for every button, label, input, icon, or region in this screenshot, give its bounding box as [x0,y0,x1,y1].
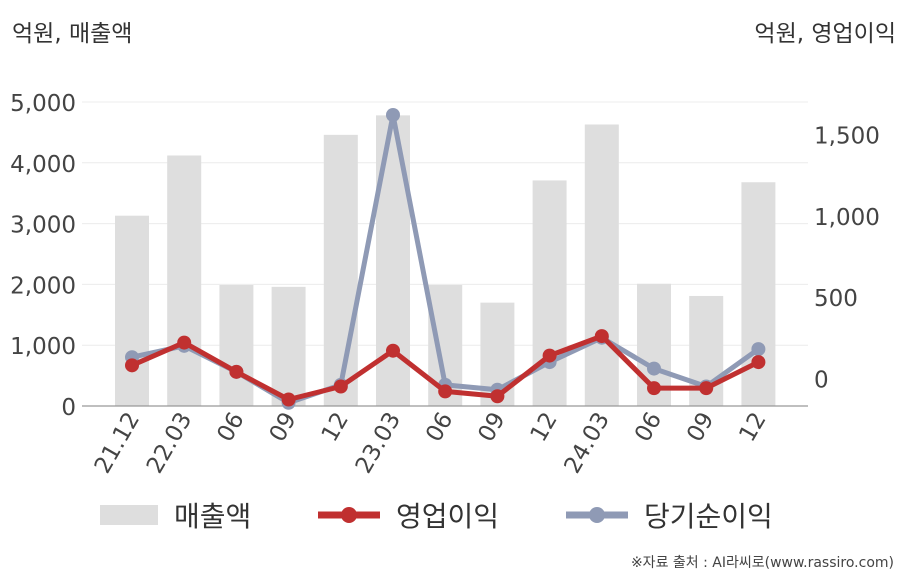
bar [584,124,619,406]
series-point [751,342,766,357]
left-axis-tick-label: 5,000 [10,91,76,117]
bar [741,182,776,406]
combo-chart: 0 1,000 2,000 3,000 4,000 5,000 0 500 1,000 1,500… [10,91,880,478]
x-tick-label: 12 [317,408,354,446]
x-tick-label: 22.03 [142,408,197,478]
legend-label-net-income: 당기순이익 [644,500,773,533]
x-tick-label: 09 [265,408,302,446]
legend-swatch-operating-profit [318,507,380,523]
series-point [751,355,766,370]
series-point [333,379,348,394]
x-tick-label: 09 [473,408,510,446]
right-axis-tick-label: 500 [814,286,858,312]
bar [115,215,149,406]
bar [271,286,306,406]
legend-item-operating-profit: 영업이익 [316,490,499,540]
series-point [490,389,505,404]
source-note: ※자료 출처 : AI라씨로(www.rassiro.com) [630,555,894,571]
x-tick-label: 06 [630,408,667,446]
legend-label-revenue: 매출액 [174,500,252,533]
legend-item-net-income: 당기순이익 [564,490,773,540]
x-tick-label: 23.03 [351,408,406,478]
series-point [699,381,714,396]
bar [323,134,358,406]
series-point [647,361,661,376]
right-axis-unit-label: 억원, 영업이익 [754,21,896,47]
legend-swatch-revenue [100,505,158,525]
left-axis-unit-label: 억원, 매출액 [12,21,133,47]
x-tick-label: 24.03 [560,408,615,478]
series-point [438,384,453,399]
series-point [281,392,296,407]
x-tick-label: 06 [212,408,249,446]
legend-swatch-net-income [566,507,628,523]
x-tick-label: 06 [421,408,458,446]
x-tick-label: 12 [526,408,563,446]
left-axis-tick-label: 0 [61,395,76,421]
bar [532,180,567,406]
right-axis-tick-label: 1,500 [814,124,880,150]
series-point [386,108,400,123]
series-point [229,364,244,379]
x-tick-label: 09 [682,408,719,446]
right-axis-tick-label: 0 [814,367,829,393]
series-point [125,358,139,373]
right-axis-tick-label: 1,000 [814,205,880,231]
x-tick-label: 12 [734,408,771,446]
chart-legend: 매출액 영업이익 당기순이익 [0,490,908,540]
series-point [177,335,192,350]
legend-item-revenue: 매출액 [100,490,251,540]
left-axis-tick-label: 4,000 [10,152,76,178]
series-point [542,348,557,363]
series-point [594,329,609,344]
left-axis-tick-label: 1,000 [10,334,76,360]
left-axis-tick-label: 3,000 [10,213,76,239]
series-point [386,343,400,358]
legend-label-operating-profit: 영업이익 [396,500,500,533]
left-axis-tick-label: 2,000 [10,273,76,299]
series-point [647,381,661,396]
x-tick-label: 21.12 [90,408,145,478]
bar [167,155,202,406]
bar [219,285,254,406]
